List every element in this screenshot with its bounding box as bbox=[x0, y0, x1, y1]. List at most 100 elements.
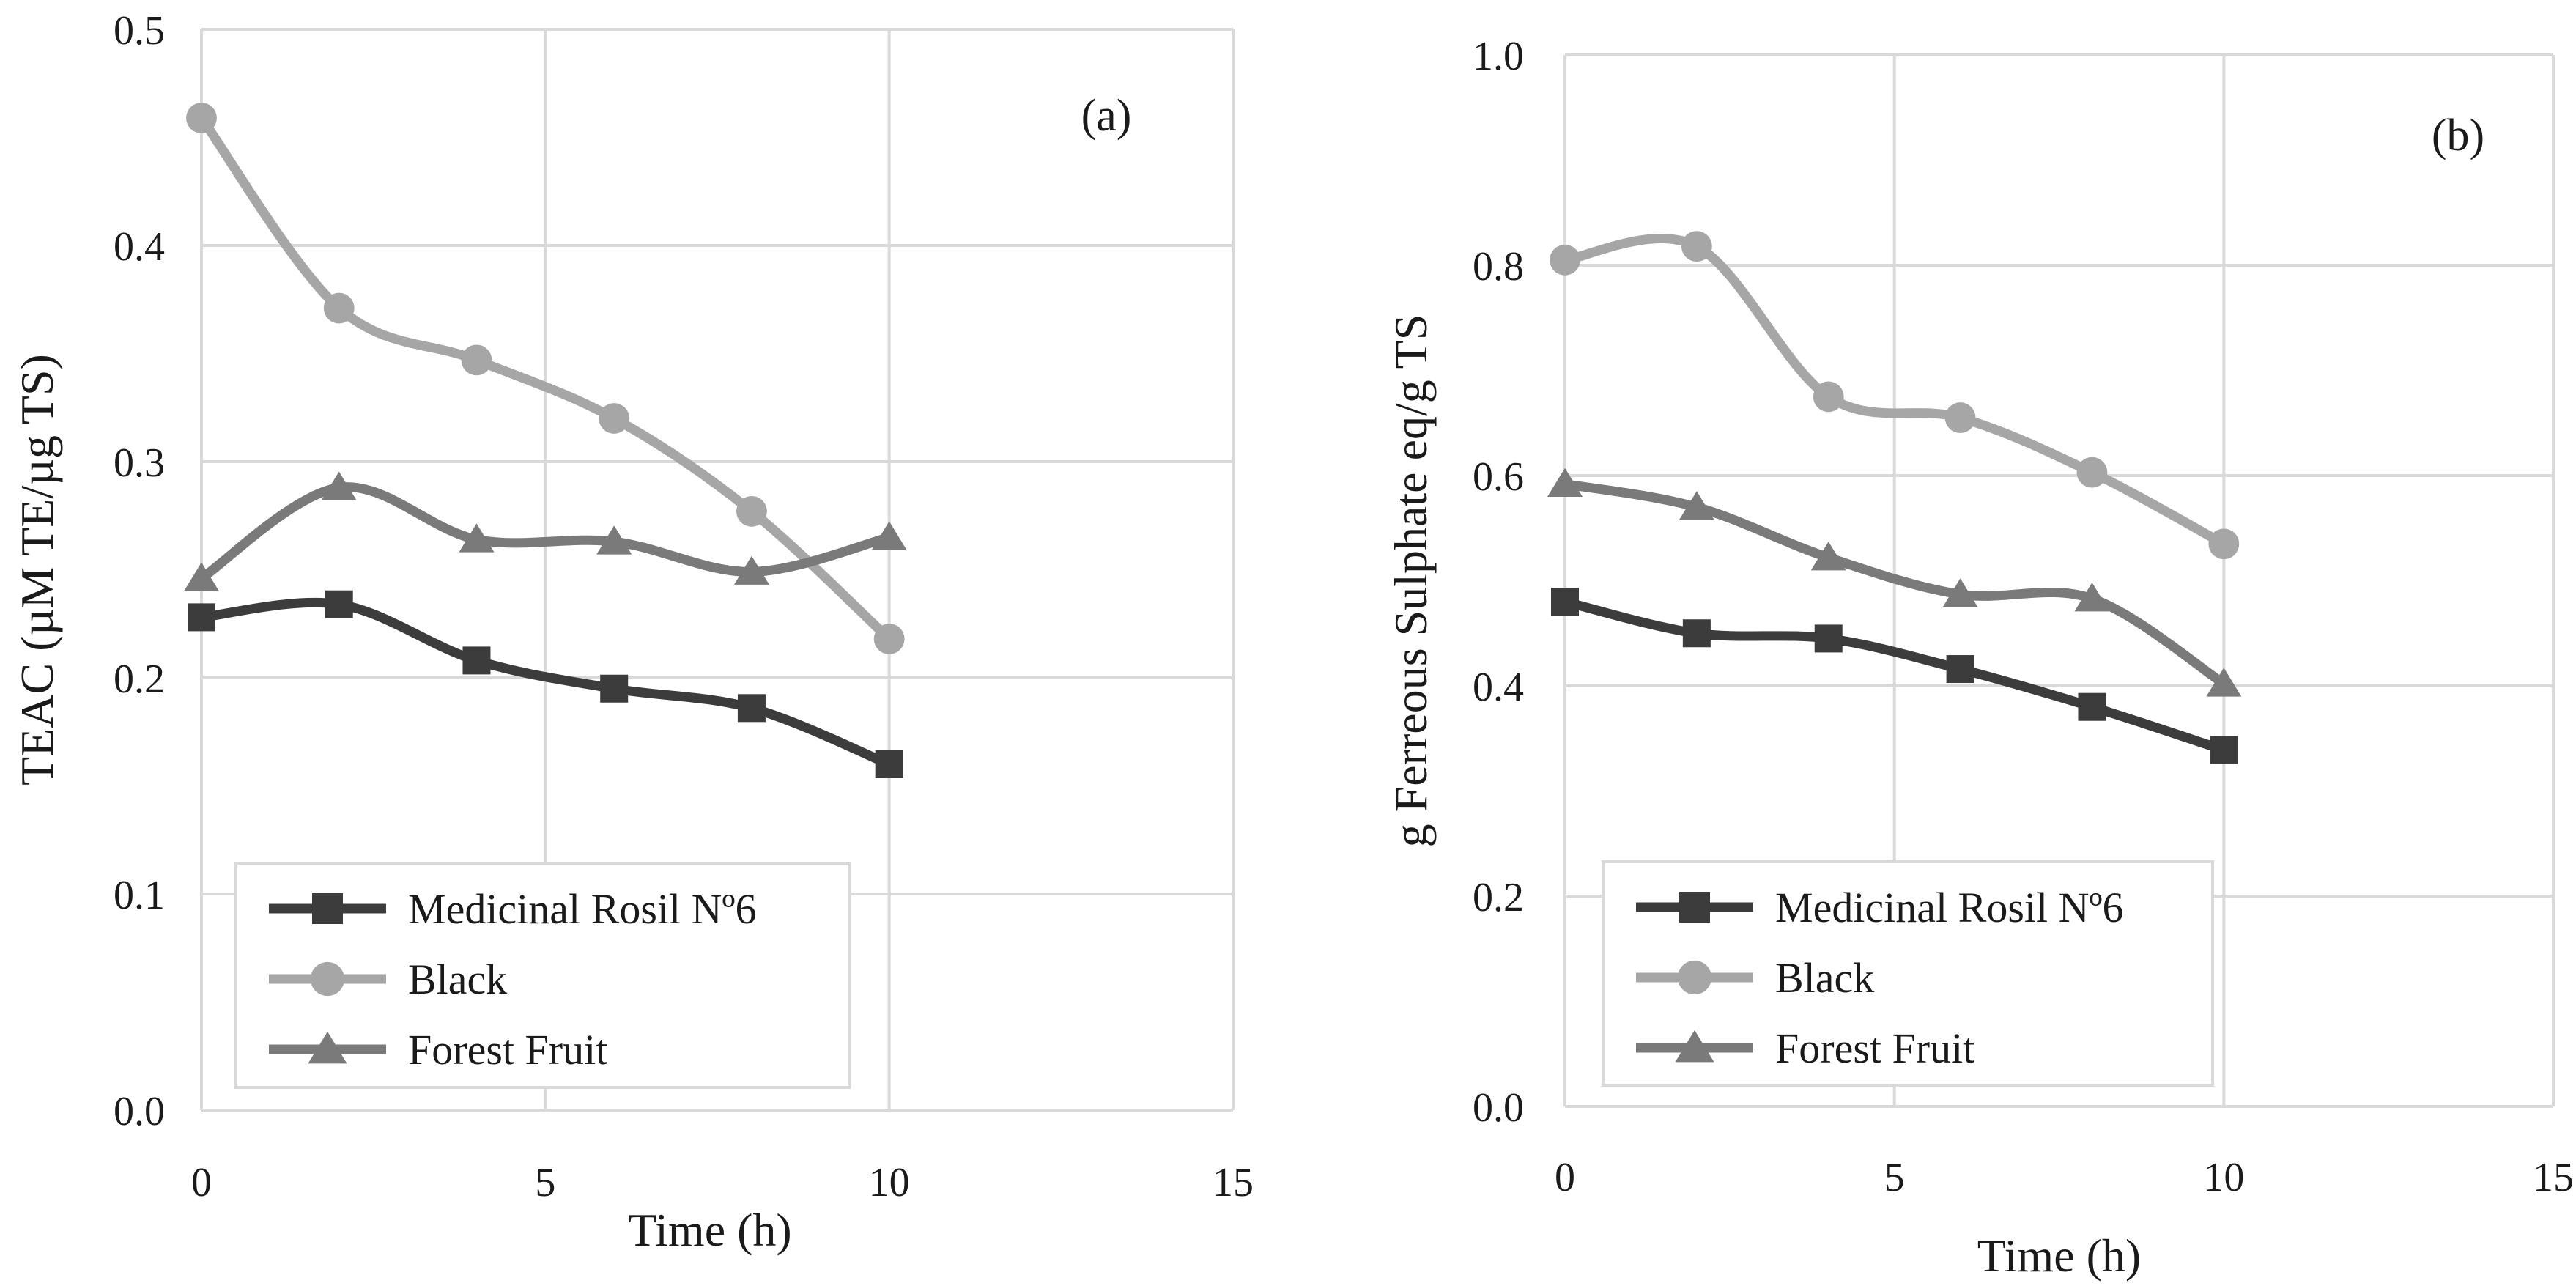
y-tick-label: 0.2 bbox=[114, 657, 165, 702]
x-tick-labels-a: 0 5 10 15 bbox=[191, 1160, 1254, 1205]
data-point bbox=[461, 344, 492, 376]
y-tick-label: 0.6 bbox=[1473, 454, 1524, 500]
data-point bbox=[596, 525, 632, 555]
data-point bbox=[459, 523, 495, 553]
data-point bbox=[599, 403, 630, 434]
data-point bbox=[1551, 588, 1579, 616]
data-point bbox=[1810, 542, 1846, 571]
x-axis-label-b: Time (h) bbox=[1977, 1230, 2141, 1282]
series-layer-a bbox=[183, 103, 907, 778]
y-tick-label: 0.1 bbox=[114, 873, 165, 918]
x-tick-label: 10 bbox=[2203, 1155, 2244, 1200]
data-point bbox=[186, 103, 217, 133]
chart-panel-b: 0.0 0.2 0.4 0.6 0.8 1.0 0 5 10 15 Time (… bbox=[1385, 34, 2574, 1282]
data-point bbox=[600, 674, 629, 703]
legend-label: Black bbox=[408, 956, 507, 1003]
legend-label: Medicinal Rosil Nº6 bbox=[408, 885, 757, 933]
data-point bbox=[737, 694, 766, 723]
data-point bbox=[1681, 231, 1712, 262]
legend-label: Forest Fruit bbox=[408, 1026, 607, 1073]
data-point bbox=[183, 562, 220, 591]
data-point bbox=[323, 292, 355, 324]
legend-entry: Black bbox=[269, 956, 507, 1003]
chart-panel-a: 0.0 0.1 0.2 0.3 0.4 0.5 0 5 10 15 Time (… bbox=[11, 8, 1254, 1256]
legend-swatch bbox=[1636, 1030, 1753, 1063]
y-axis-label-b: g Ferreous Sulphate eq/g TS bbox=[1385, 314, 1437, 848]
data-point bbox=[2074, 583, 2110, 612]
data-point bbox=[875, 750, 903, 778]
legend-b: Medicinal Rosil Nº6 Black Forest Fruit bbox=[1602, 860, 2214, 1087]
y-axis-label-a: TEAC (µM TE/µg TS) bbox=[11, 354, 63, 786]
legend-entry: Medicinal Rosil Nº6 bbox=[269, 885, 757, 933]
legend-entry: Black bbox=[1636, 954, 1874, 1002]
data-point bbox=[2076, 457, 2108, 488]
y-tick-labels-a: 0.0 0.1 0.2 0.3 0.4 0.5 bbox=[114, 8, 165, 1134]
data-point bbox=[2208, 528, 2240, 560]
legend-swatch bbox=[269, 893, 386, 924]
data-point bbox=[188, 603, 215, 632]
legend-entry: Forest Fruit bbox=[1636, 1024, 1974, 1072]
x-tick-label: 0 bbox=[191, 1160, 212, 1205]
legend-swatch bbox=[269, 1031, 386, 1064]
x-tick-label: 15 bbox=[1213, 1160, 1254, 1205]
legend-marker bbox=[1679, 892, 1710, 923]
legend-label: Medicinal Rosil Nº6 bbox=[1775, 884, 2124, 931]
x-tick-label: 5 bbox=[535, 1160, 555, 1205]
x-tick-label: 10 bbox=[869, 1160, 910, 1205]
data-point bbox=[871, 521, 907, 550]
x-tick-label: 5 bbox=[1884, 1155, 1905, 1200]
panel-label-b: (b) bbox=[2432, 111, 2484, 160]
legend-swatch bbox=[1636, 892, 1753, 923]
legend-a: Medicinal Rosil Nº6 Black Forest Fruit bbox=[234, 862, 851, 1089]
data-point bbox=[733, 555, 769, 585]
x-tick-labels-b: 0 5 10 15 bbox=[1555, 1155, 2574, 1200]
series-line bbox=[196, 113, 895, 644]
legend-swatch bbox=[1636, 960, 1753, 995]
data-point bbox=[1547, 468, 1583, 497]
data-point bbox=[1550, 244, 1580, 276]
y-tick-label: 0.2 bbox=[1473, 875, 1524, 920]
y-tick-label: 0.4 bbox=[1473, 665, 1524, 710]
data-point bbox=[462, 646, 491, 675]
data-point bbox=[873, 624, 905, 654]
y-tick-label: 0.4 bbox=[114, 224, 165, 270]
data-point bbox=[2078, 692, 2106, 721]
y-tick-label: 0.0 bbox=[114, 1089, 165, 1134]
data-point bbox=[321, 471, 357, 500]
legend-marker bbox=[310, 961, 345, 997]
data-point bbox=[736, 495, 767, 527]
legend-marker bbox=[308, 1031, 347, 1064]
y-tick-label: 0.8 bbox=[1473, 244, 1524, 289]
series-line bbox=[1560, 478, 2229, 689]
y-tick-label: 0.5 bbox=[114, 8, 165, 53]
data-point bbox=[1813, 381, 1844, 413]
legend-marker bbox=[1675, 1030, 1714, 1063]
y-tick-labels-b: 0.0 0.2 0.4 0.6 0.8 1.0 bbox=[1473, 34, 1524, 1131]
data-point bbox=[1814, 624, 1843, 653]
data-point bbox=[2206, 668, 2242, 697]
legend-label: Black bbox=[1775, 954, 1874, 1002]
panel-label-a: (a) bbox=[1081, 91, 1132, 141]
series-line bbox=[1560, 234, 2229, 549]
series-layer-b bbox=[1547, 231, 2242, 764]
series-line bbox=[196, 482, 895, 583]
x-axis-label-a: Time (h) bbox=[628, 1204, 791, 1256]
data-point bbox=[1944, 402, 1976, 433]
x-tick-label: 15 bbox=[2533, 1155, 2574, 1200]
data-point bbox=[1942, 578, 1978, 607]
data-point bbox=[1679, 491, 1714, 520]
legend-entry: Medicinal Rosil Nº6 bbox=[1636, 884, 2124, 931]
legend-marker bbox=[1677, 960, 1712, 995]
legend-marker bbox=[312, 893, 343, 924]
data-point bbox=[325, 590, 353, 618]
y-tick-label: 0.0 bbox=[1473, 1085, 1524, 1131]
series-line bbox=[1560, 596, 2229, 755]
x-tick-label: 0 bbox=[1555, 1155, 1575, 1200]
legend-swatch bbox=[269, 961, 386, 997]
y-tick-label: 1.0 bbox=[1473, 34, 1524, 79]
y-tick-label: 0.3 bbox=[114, 440, 165, 486]
data-point bbox=[1682, 619, 1711, 648]
data-point bbox=[2210, 736, 2238, 764]
legend-entry: Forest Fruit bbox=[269, 1026, 607, 1073]
